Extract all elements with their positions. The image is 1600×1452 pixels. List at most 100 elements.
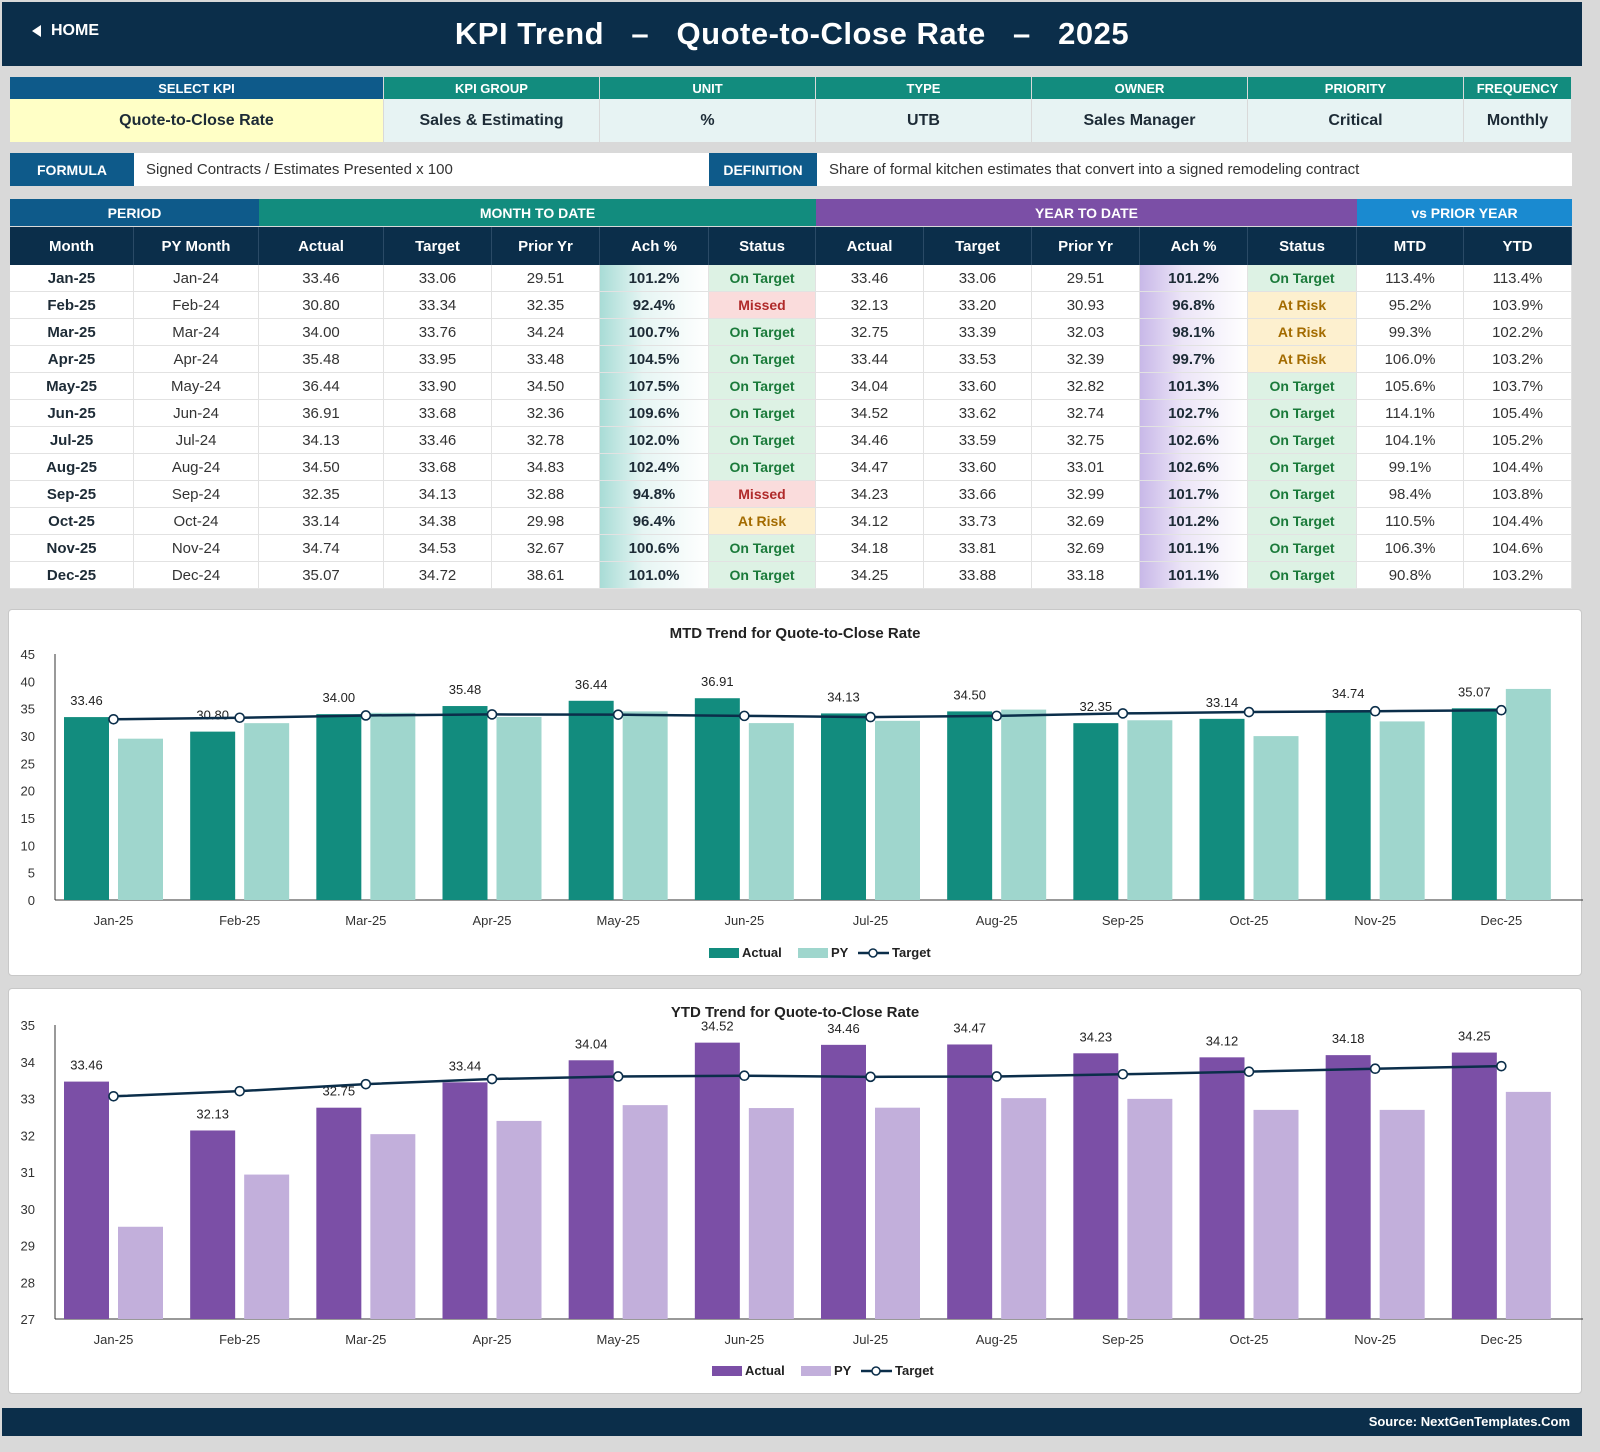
x-tick-label: Sep-25 <box>1102 913 1144 928</box>
actual-data-label: 33.14 <box>1206 695 1239 710</box>
y-tick-label: 27 <box>21 1312 35 1327</box>
cell-month: Sep-25 <box>10 481 134 507</box>
actual-bar <box>1451 708 1497 900</box>
legend-actual-label: Actual <box>742 945 782 960</box>
x-tick-label: Jul-25 <box>853 1332 888 1347</box>
cell-ytd-ach: 98.1% <box>1140 319 1248 345</box>
py-bar <box>244 723 290 900</box>
unit-header: UNIT <box>600 77 816 99</box>
cell-ytd-actual: 32.75 <box>816 319 924 345</box>
actual-data-label: 36.91 <box>701 674 734 689</box>
py-bar <box>370 712 416 900</box>
actual-bar <box>947 711 993 900</box>
y-tick-label: 45 <box>21 647 35 662</box>
cell-month: Oct-25 <box>10 508 134 534</box>
target-point <box>1369 1063 1381 1075</box>
target-point <box>739 1070 750 1082</box>
target-point <box>991 710 1002 722</box>
home-button[interactable]: HOME <box>32 22 99 40</box>
cell-ytd-actual: 34.46 <box>816 427 924 453</box>
ytd-chart-title: YTD Trend for Quote-to-Close Rate <box>670 1004 920 1021</box>
x-tick-label: Mar-25 <box>345 1332 386 1347</box>
cell-vs-py-mtd: 105.6% <box>1357 373 1464 399</box>
cell-mtd-ach: 101.2% <box>600 265 709 291</box>
actual-bar <box>694 698 740 900</box>
cell-month: May-25 <box>10 373 134 399</box>
target-point <box>865 711 876 723</box>
cell-py-month: Sep-24 <box>134 481 259 507</box>
cell-mtd-status: On Target <box>709 454 816 480</box>
cell-ytd-status: At Risk <box>1248 346 1357 372</box>
cell-ytd-ach: 102.6% <box>1140 454 1248 480</box>
cell-ytd-actual: 33.44 <box>816 346 924 372</box>
cell-ytd-ach: 101.2% <box>1140 265 1248 291</box>
cell-mtd-prior-yr: 33.48 <box>492 346 600 372</box>
target-point <box>234 1085 245 1097</box>
table-row: Feb-25 Feb-24 30.80 33.34 32.35 92.4% Missed 32… <box>10 292 1572 319</box>
cell-ytd-prior-yr: 32.99 <box>1032 481 1140 507</box>
actual-bar <box>442 706 488 900</box>
cell-vs-py-ytd: 113.4% <box>1464 265 1572 291</box>
py-bar <box>496 1120 542 1319</box>
actual-bar <box>568 700 614 900</box>
cell-ytd-status: On Target <box>1248 562 1357 588</box>
cell-vs-py-ytd: 103.8% <box>1464 481 1572 507</box>
actual-bar <box>1199 718 1245 900</box>
cell-mtd-status: At Risk <box>709 508 816 534</box>
y-tick-label: 10 <box>21 838 35 853</box>
table-row: Jan-25 Jan-24 33.46 33.06 29.51 101.2% On Targ… <box>10 265 1572 292</box>
cell-ytd-actual: 34.23 <box>816 481 924 507</box>
target-point <box>360 1078 372 1090</box>
cell-month: Jun-25 <box>10 400 134 426</box>
y-tick-label: 35 <box>21 702 35 717</box>
cell-ytd-ach: 101.1% <box>1140 535 1248 561</box>
actual-data-label: 34.13 <box>827 689 860 704</box>
actual-data-label: 34.18 <box>1332 1031 1365 1046</box>
py-bar <box>1379 721 1425 900</box>
py-bar <box>875 1107 920 1319</box>
type-header: TYPE <box>816 77 1032 99</box>
actual-bar <box>64 717 109 900</box>
target-point <box>1496 704 1507 716</box>
cell-ytd-target: 33.60 <box>924 454 1032 480</box>
py-bar <box>1001 1098 1047 1319</box>
actual-bar <box>1073 1053 1119 1319</box>
cell-mtd-target: 34.38 <box>384 508 492 534</box>
legend-target-label: Target <box>892 945 931 960</box>
cell-mtd-status: On Target <box>709 346 816 372</box>
cell-mtd-actual: 34.13 <box>259 427 384 453</box>
cell-ytd-actual: 34.12 <box>816 508 924 534</box>
cell-mtd-ach: 102.4% <box>600 454 709 480</box>
legend-py-label: PY <box>834 1363 852 1378</box>
legend-target-marker <box>871 1366 881 1376</box>
cell-mtd-status: On Target <box>709 319 816 345</box>
legend-py-swatch <box>801 1366 831 1376</box>
table-row: Apr-25 Apr-24 35.48 33.95 33.48 104.5% On Targ… <box>10 346 1572 373</box>
cell-month: Apr-25 <box>10 346 134 372</box>
actual-data-label: 34.12 <box>1206 1033 1239 1048</box>
cell-month: Jul-25 <box>10 427 134 453</box>
cell-ytd-target: 33.88 <box>924 562 1032 588</box>
cell-py-month: Apr-24 <box>134 346 259 372</box>
cell-ytd-target: 33.81 <box>924 535 1032 561</box>
col-header-mtd-actual: Actual <box>259 227 384 265</box>
py-bar <box>875 720 920 900</box>
cell-mtd-ach: 92.4% <box>600 292 709 318</box>
py-bar <box>1127 1098 1173 1319</box>
cell-mtd-target: 34.13 <box>384 481 492 507</box>
cell-ytd-actual: 32.13 <box>816 292 924 318</box>
legend-target-label: Target <box>895 1363 934 1378</box>
x-tick-label: Feb-25 <box>219 913 260 928</box>
group-period: PERIOD <box>10 199 259 226</box>
cell-vs-py-ytd: 104.4% <box>1464 508 1572 534</box>
x-tick-label: May-25 <box>596 1332 639 1347</box>
cell-ytd-actual: 34.47 <box>816 454 924 480</box>
x-tick-label: Apr-25 <box>472 1332 511 1347</box>
cell-ytd-status: On Target <box>1248 535 1357 561</box>
select-kpi-value[interactable]: Quote-to-Close Rate <box>10 99 384 142</box>
cell-py-month: Dec-24 <box>134 562 259 588</box>
x-tick-label: Feb-25 <box>219 1332 260 1347</box>
cell-mtd-ach: 101.0% <box>600 562 709 588</box>
cell-mtd-ach: 100.7% <box>600 319 709 345</box>
cell-ytd-status: On Target <box>1248 373 1357 399</box>
